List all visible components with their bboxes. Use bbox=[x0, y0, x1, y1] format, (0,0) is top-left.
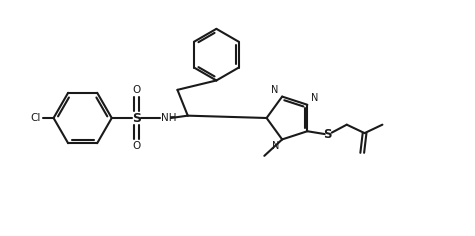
Text: O: O bbox=[132, 140, 140, 151]
Text: N: N bbox=[311, 93, 318, 103]
Text: NH: NH bbox=[161, 113, 176, 123]
Text: N: N bbox=[272, 85, 279, 95]
Text: Cl: Cl bbox=[30, 113, 40, 123]
Text: S: S bbox=[323, 128, 331, 142]
Text: N: N bbox=[273, 141, 280, 151]
Text: O: O bbox=[132, 85, 140, 96]
Text: S: S bbox=[132, 111, 141, 125]
